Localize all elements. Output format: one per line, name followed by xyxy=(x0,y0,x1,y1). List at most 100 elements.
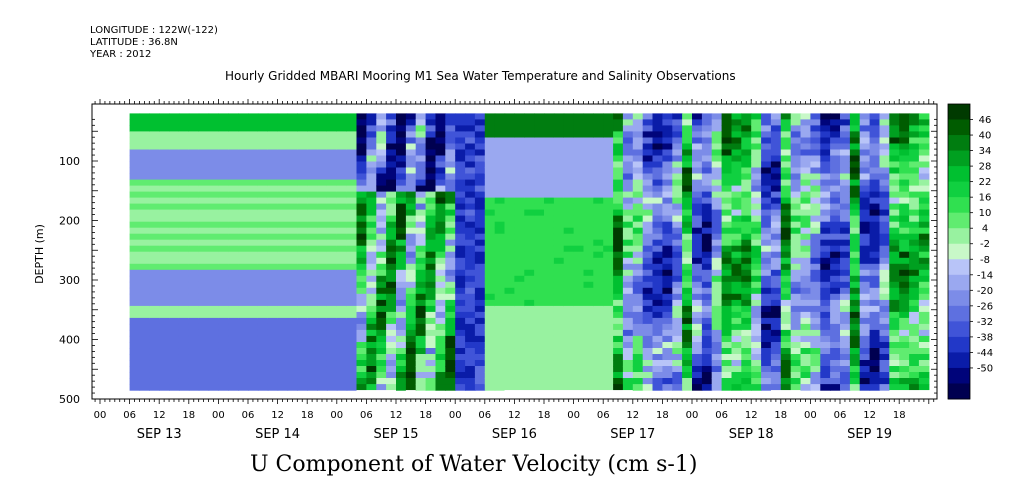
field-cell xyxy=(346,167,358,175)
field-cell xyxy=(810,378,821,385)
field-cell xyxy=(721,335,733,343)
field-cell xyxy=(415,335,427,343)
field-cell xyxy=(425,155,437,163)
field-cell xyxy=(267,203,279,211)
field-cell xyxy=(149,173,160,181)
field-cell xyxy=(366,281,377,289)
field-cell xyxy=(770,191,782,199)
field-cell xyxy=(178,215,190,223)
field-cell xyxy=(603,161,614,169)
field-cell xyxy=(642,348,654,355)
field-cell xyxy=(139,323,150,331)
field-cell xyxy=(701,299,713,307)
field-cell xyxy=(869,143,881,151)
field-cell xyxy=(336,384,348,391)
field-cell xyxy=(524,378,535,385)
field-cell xyxy=(761,119,772,126)
field-cell xyxy=(800,329,811,337)
field-cell xyxy=(701,137,713,145)
field-cell xyxy=(238,179,249,187)
field-cell xyxy=(544,275,555,283)
field-cell xyxy=(159,155,170,163)
x-day-label: SEP 16 xyxy=(492,427,537,442)
field-cell xyxy=(267,137,279,145)
field-cell xyxy=(484,378,496,385)
field-cell xyxy=(603,197,614,205)
field-cell xyxy=(701,125,713,132)
field-cell xyxy=(149,257,160,265)
field-cell xyxy=(918,143,930,151)
field-cell xyxy=(573,263,585,271)
field-cell xyxy=(149,125,160,132)
field-cell xyxy=(869,131,881,138)
field-cell xyxy=(514,384,525,391)
field-cell xyxy=(139,354,150,361)
field-cell xyxy=(396,348,407,355)
field-cell xyxy=(386,245,397,253)
field-cell xyxy=(297,299,308,307)
field-cell xyxy=(770,281,782,289)
field-cell xyxy=(336,360,348,367)
field-cell xyxy=(159,113,170,120)
field-cell xyxy=(790,125,802,132)
field-cell xyxy=(662,191,673,199)
field-cell xyxy=(405,275,417,283)
field-cell xyxy=(889,143,900,151)
field-cell xyxy=(267,113,279,120)
field-cell xyxy=(770,275,782,283)
field-cell xyxy=(662,239,673,247)
x-hour-tick-label: 12 xyxy=(153,410,166,421)
field-cell xyxy=(159,299,170,307)
field-cell xyxy=(583,167,594,175)
field-cell xyxy=(139,131,150,138)
field-cell xyxy=(731,161,742,169)
field-cell xyxy=(909,257,920,265)
field-cell xyxy=(869,329,881,337)
field-cell xyxy=(849,360,861,367)
field-cell xyxy=(711,335,723,343)
field-cell xyxy=(346,191,358,199)
field-cell xyxy=(918,281,930,289)
field-cell xyxy=(346,281,358,289)
field-cell xyxy=(139,191,150,199)
field-cell xyxy=(149,311,160,319)
field-cell xyxy=(632,125,644,132)
field-cell xyxy=(721,311,733,319)
field-cell xyxy=(879,372,890,379)
field-cell xyxy=(218,323,229,331)
field-cell xyxy=(770,257,782,265)
field-cell xyxy=(701,360,713,367)
field-cell xyxy=(830,378,841,385)
field-cell xyxy=(149,263,160,271)
field-cell xyxy=(662,305,673,313)
field-cell xyxy=(770,239,782,247)
field-cell xyxy=(208,179,219,187)
field-cell xyxy=(484,191,496,199)
field-cell xyxy=(297,293,308,301)
field-cell xyxy=(455,293,466,301)
field-cell xyxy=(810,269,821,277)
field-cell xyxy=(820,161,831,169)
colorbar-label: 22 xyxy=(979,177,992,188)
field-cell xyxy=(267,143,279,151)
field-cell xyxy=(435,197,446,205)
field-cell xyxy=(859,113,871,120)
field-cell xyxy=(218,342,229,349)
field-cell xyxy=(632,209,644,217)
field-cell xyxy=(918,179,930,187)
field-cell xyxy=(238,348,249,355)
field-cell xyxy=(662,251,673,259)
field-cell xyxy=(317,287,328,295)
field-cell xyxy=(909,329,920,337)
field-cell xyxy=(474,275,486,283)
field-cell xyxy=(830,287,841,295)
field-cell xyxy=(317,227,328,235)
field-cell xyxy=(563,149,575,157)
field-cell xyxy=(198,173,210,181)
field-cell xyxy=(396,311,407,319)
field-cell xyxy=(741,360,752,367)
field-cell xyxy=(386,233,397,241)
field-cell xyxy=(692,149,703,157)
field-cell xyxy=(889,257,900,265)
field-cell xyxy=(198,149,210,157)
